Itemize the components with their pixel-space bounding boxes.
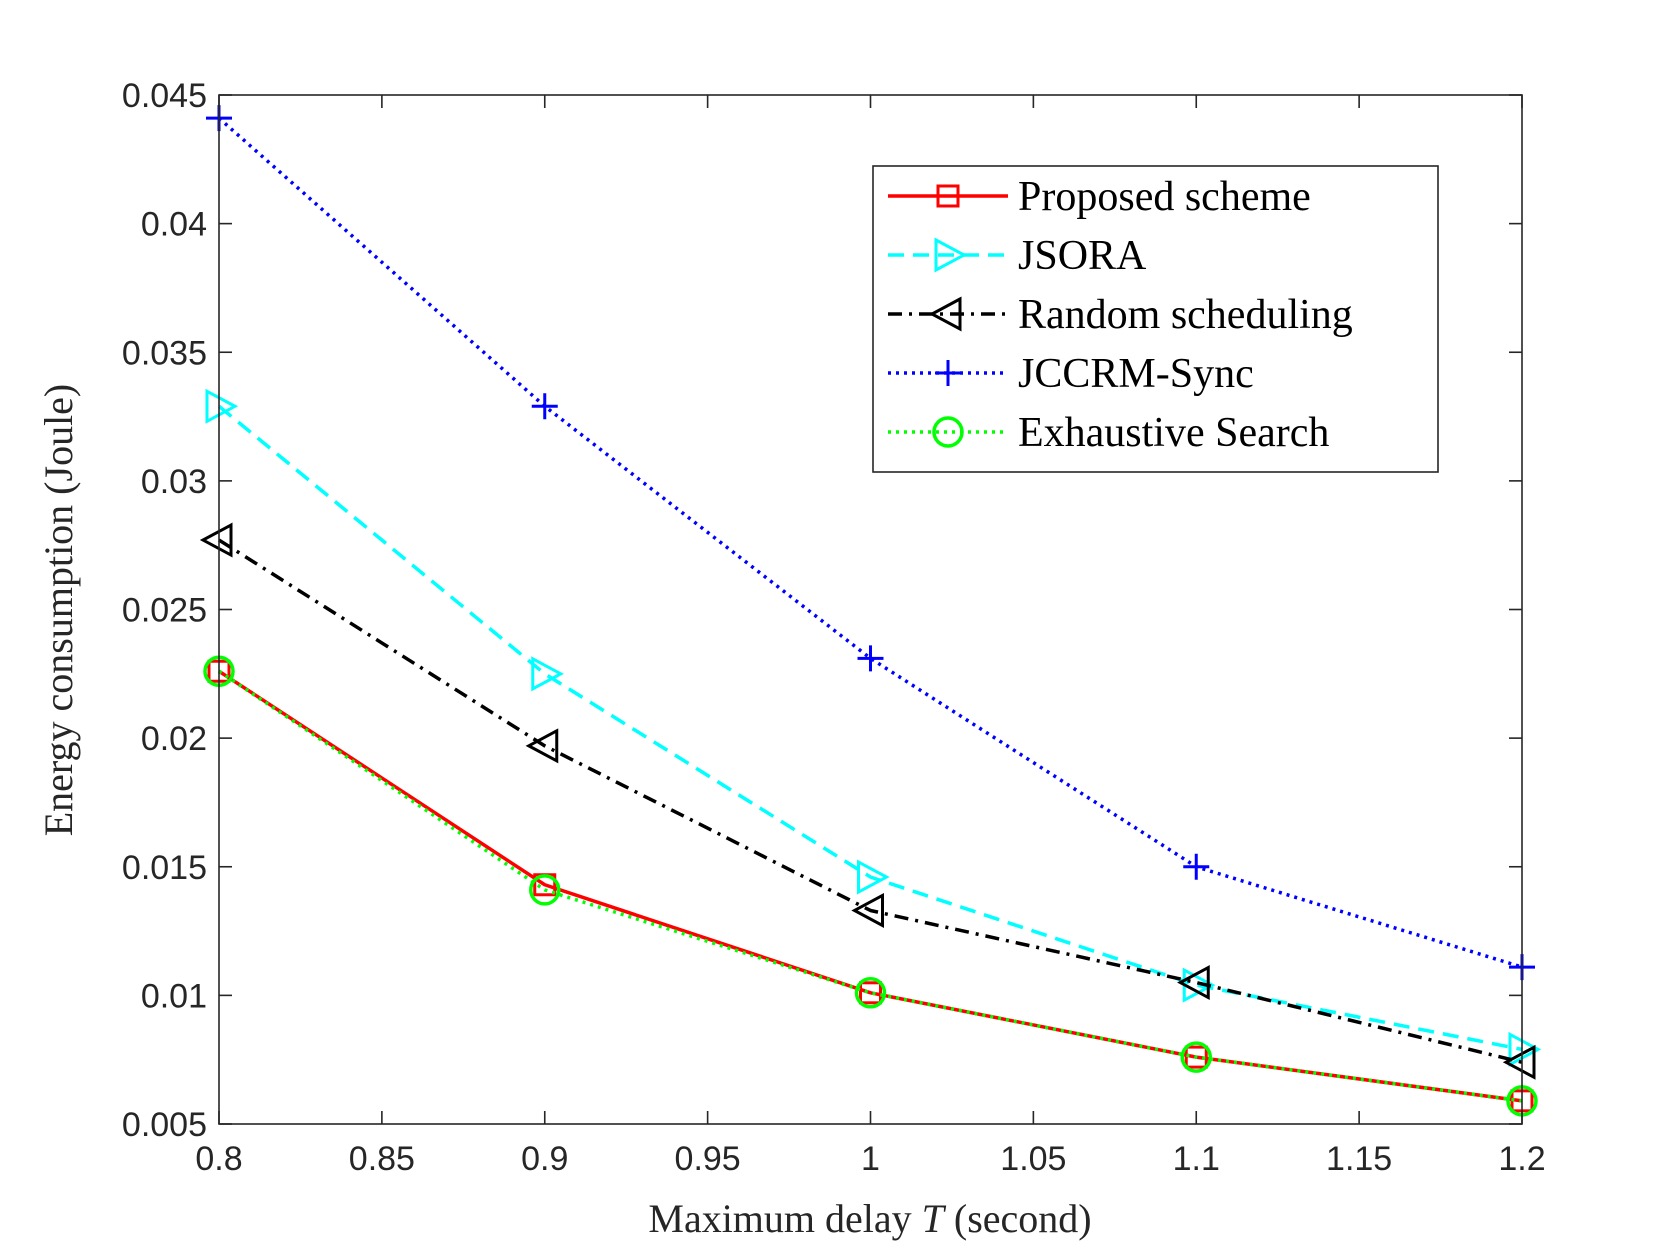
y-tick-label: 0.045 [122,77,207,115]
series-line-jsora [217,404,1523,1052]
ticks-layer: 0.8 0.85 0.9 0.95 1 1.05 1.1 1.15 1.2 0.005 0.01 0.… [122,77,1546,1178]
legend-item-random-scheduling: Random scheduling [888,292,1353,338]
y-tick-label: 0.035 [122,334,207,372]
series-layer [199,105,1542,1117]
x-tick-label: 0.9 [521,1140,568,1178]
data-point-jsora [531,656,564,692]
series-line-jccrm-sync [217,116,1523,969]
series-line-random-scheduling [218,538,1523,1064]
y-tick-label: 0.02 [141,720,207,758]
legend-box [872,165,1439,473]
legend-marker-exhaustive-search [932,416,964,448]
legend-label-jsora: JSORA [1018,233,1147,279]
y-tick-label: 0.015 [122,849,207,887]
y-tick-label: 0.025 [122,592,207,630]
legend-items: Proposed scheme JSORA Random scheduling JCC… [888,174,1353,456]
x-tick-label: 1 [861,1140,880,1178]
data-point-exhaustive-search [1180,1041,1212,1073]
legend-marker-jsora [934,237,968,273]
legend-marker-proposed-scheme [936,184,960,208]
y-tick-label: 0.04 [141,206,207,244]
data-point-jsora [205,388,239,424]
legend-label-exhaustive-search: Exhaustive Search [1018,410,1329,456]
y-tick-label: 0.01 [141,977,207,1015]
data-point-exhaustive-search [529,874,561,906]
legend-item-jsora: JSORA [888,233,1147,279]
data-point-proposed-scheme [859,981,882,1005]
data-point-random-scheduling [199,522,233,558]
legend-item-exhaustive-search: Exhaustive Search [888,410,1329,456]
legend-label-jccrm-sync: JCCRM-Sync [1018,351,1254,397]
data-point-random-scheduling [851,892,884,928]
data-point-exhaustive-search [854,977,887,1009]
x-tick-label: 0.8 [195,1140,242,1178]
x-tick-label: 1.05 [1000,1140,1066,1178]
data-point-random-scheduling [525,728,559,764]
x-axis-title: Maximum delay T (second) [648,1196,1091,1241]
x-tick-label: 0.85 [349,1140,415,1178]
data-point-jccrm-sync [857,645,884,672]
legend-item-jccrm-sync: JCCRM-Sync [888,351,1254,397]
y-tick-label: 0.005 [122,1106,207,1144]
legend-item-proposed-scheme: Proposed scheme [888,174,1311,220]
x-tick-label: 1.15 [1326,1140,1392,1178]
legend-marker-jccrm-sync [935,360,961,386]
y-tick-label: 0.03 [141,463,207,501]
x-tick-label: 1.2 [1498,1140,1545,1178]
data-point-jccrm-sync [1183,853,1210,880]
x-tick-label: 0.95 [675,1140,741,1178]
y-axis-title: Energy consumption (Joule) [36,384,81,837]
data-point-proposed-scheme [1184,1045,1208,1069]
legend-marker-random-scheduling [928,296,962,332]
legend-label-random-scheduling: Random scheduling [1018,292,1353,338]
x-tick-label: 1.1 [1173,1140,1220,1178]
data-point-jsora [857,859,890,895]
series-line-proposed-scheme [218,669,1523,1103]
data-point-jsora [1508,1031,1542,1067]
legend-label-proposed-scheme: Proposed scheme [1018,174,1311,220]
series-random-scheduling [199,522,1536,1080]
data-point-jccrm-sync [531,393,558,420]
data-point-random-scheduling [1502,1044,1536,1080]
legend: Proposed scheme JSORA Random scheduling JCC… [872,165,1439,473]
data-point-random-scheduling [1177,965,1210,1001]
